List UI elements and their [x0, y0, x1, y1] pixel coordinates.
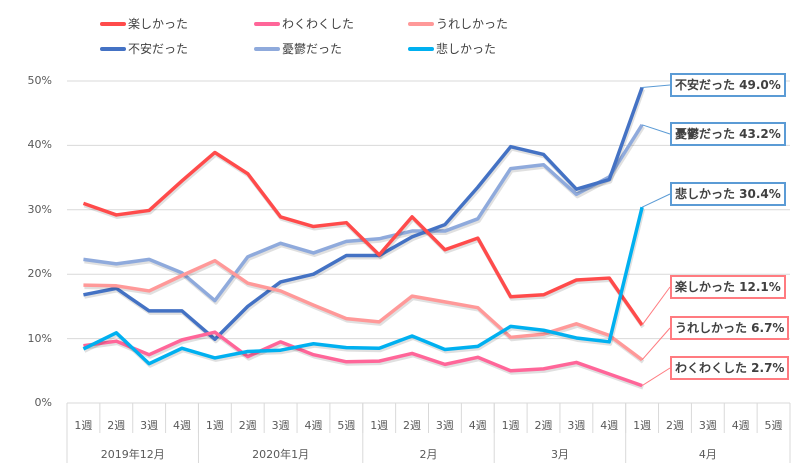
y-tick-label: 0%: [34, 396, 52, 409]
x-tick-label: 5週: [337, 419, 356, 432]
x-tick-label: 1週: [501, 419, 520, 432]
x-tick-label: 2週: [238, 419, 257, 432]
x-tick-label: 3週: [140, 419, 159, 432]
x-tick-label: 4週: [731, 419, 750, 432]
series-shadow: [84, 125, 645, 305]
legend-swatch: [408, 21, 434, 26]
x-tick-label: 1週: [370, 419, 389, 432]
x-tick-label: 5週: [764, 419, 783, 432]
data-label-callout: 楽しかった 12.1%: [670, 275, 786, 299]
data-label-callout: 憂鬱だった 43.2%: [670, 122, 786, 146]
legend-item: 不安だった: [100, 40, 188, 57]
series-shadow: [84, 332, 644, 390]
data-label-callout: わくわくした 2.7%: [670, 356, 790, 380]
callout-leader-line: [641, 286, 671, 326]
series-shadow: [84, 260, 645, 364]
x-tick-label: 2週: [107, 419, 126, 432]
x-tick-label: 1週: [633, 419, 652, 432]
legend-label: 不安だった: [128, 42, 189, 56]
x-tick-label: 3週: [698, 419, 717, 432]
x-tick-label: 4週: [304, 419, 323, 432]
legend-item: わくわくした: [254, 15, 354, 32]
legend-item: うれしかった: [408, 15, 508, 32]
x-group-label: 2019年12月: [100, 448, 165, 461]
x-tick-label: 1週: [74, 419, 93, 432]
legend-swatch: [254, 21, 280, 26]
x-group-label: 2020年1月: [252, 448, 310, 461]
legend-swatch: [254, 46, 280, 51]
legend-label: 楽しかった: [128, 17, 189, 31]
legend-swatch: [100, 21, 126, 26]
x-tick-label: 2週: [403, 419, 422, 432]
x-tick-label: 3週: [567, 419, 586, 432]
legend-label: 悲しかった: [436, 42, 497, 56]
x-tick-label: 1週: [205, 419, 224, 432]
data-label-callout: うれしかった 6.7%: [670, 316, 790, 340]
y-tick-label: 10%: [27, 331, 52, 345]
callout-leader-line: [641, 124, 671, 135]
legend-item: 憂鬱だった: [254, 40, 342, 57]
data-label-callout: 悲しかった 30.4%: [670, 182, 786, 206]
callout-leader-line: [641, 367, 671, 387]
x-tick-label: 2週: [665, 419, 684, 432]
x-group-label: 4月: [698, 448, 717, 461]
x-group-label: 2月: [419, 448, 438, 461]
series-shadow: [84, 88, 645, 344]
y-tick-label: 40%: [27, 138, 52, 152]
x-group-label: 3月: [550, 448, 569, 461]
legend-label: 憂鬱だった: [282, 42, 343, 56]
legend-item: 悲しかった: [408, 40, 496, 57]
x-tick-label: 2週: [534, 419, 553, 432]
callout-leader-line: [641, 193, 671, 208]
x-tick-label: 3週: [435, 419, 454, 432]
x-tick-label: 4週: [468, 419, 487, 432]
y-tick-label: 20%: [27, 267, 52, 281]
x-tick-label: 3週: [271, 419, 290, 432]
series-line-3: [83, 86, 644, 341]
callout-leader-line: [641, 327, 671, 361]
y-tick-label: 30%: [27, 202, 52, 216]
series-line-0: [82, 150, 644, 327]
legend-swatch: [100, 46, 126, 51]
y-tick-label: 50%: [27, 74, 52, 87]
series-line-1: [83, 330, 643, 388]
data-label-callout: 不安だった 49.0%: [670, 73, 786, 97]
callout-leader-line: [642, 84, 671, 88]
series-line-5: [82, 206, 644, 366]
legend-item: 楽しかった: [100, 15, 188, 32]
legend-label: わくわくした: [282, 17, 355, 31]
legend-swatch: [408, 46, 434, 51]
legend-label: うれしかった: [436, 17, 509, 31]
x-tick-label: 4週: [600, 419, 619, 432]
x-tick-label: 4週: [173, 419, 191, 432]
